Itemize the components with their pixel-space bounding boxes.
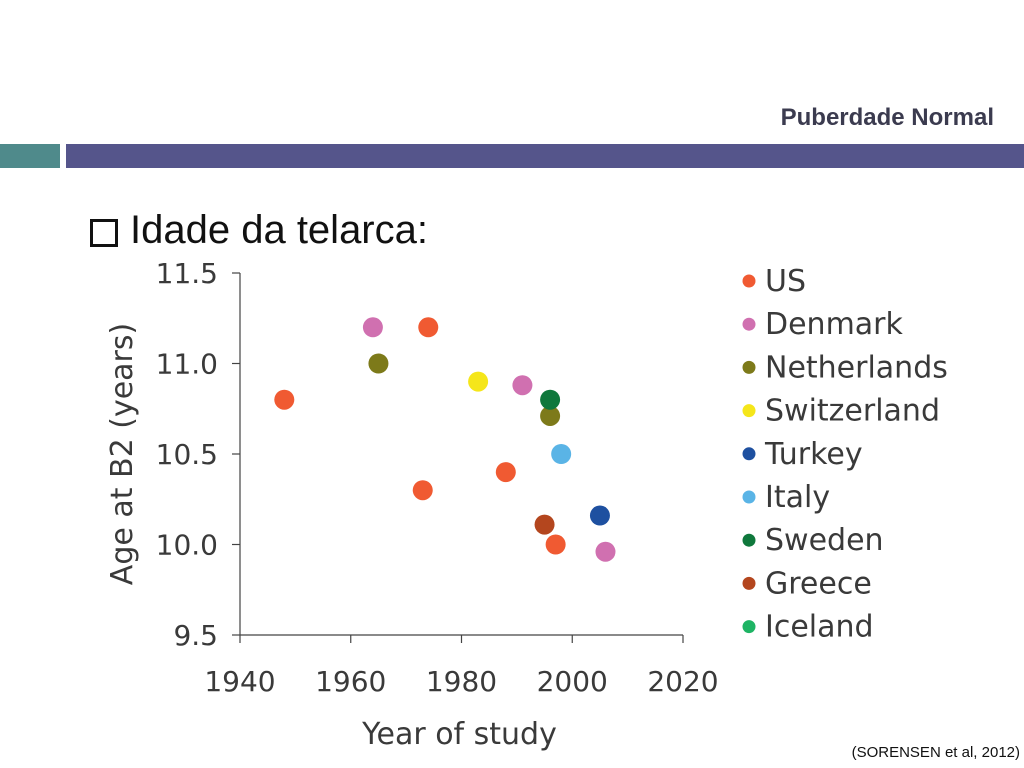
point-sweden [540,389,561,410]
legend-swatch-denmark [742,317,756,331]
chart-axes: 9.5 10.0 10.5 11.0 11.5 1940 1960 1980 2000 2020 Y… [105,257,719,752]
y-tick-label: 11.0 [156,348,218,381]
bullet-text: Idade da telarca: [130,208,428,252]
header-bar-accent [0,144,60,168]
legend-label-sweden: Sweden [765,523,884,558]
legend-label-iceland: Iceland [765,610,874,645]
chart-legend: US Denmark Netherlands Switzerland Turkey Ita… [742,264,948,645]
legend-swatch-iceland [742,620,756,634]
chart-marks [274,317,616,562]
slide-title: Puberdade Normal [780,104,994,131]
point-greece [534,514,555,535]
y-tick-label: 9.5 [173,619,218,652]
point-netherlands [540,405,561,426]
checkbox-bullet-icon [90,218,118,247]
bullet-item: Idade da telarca: [90,208,428,253]
legend-label-greece: Greece [765,566,872,601]
y-axis-label: Age at B2 (years) [105,323,140,585]
legend-swatch-italy [742,490,756,504]
legend-swatch-sweden [742,533,756,547]
point-netherlands [368,353,389,374]
point-us [412,480,433,501]
point-italy [551,444,572,464]
point-us [495,462,516,483]
x-tick-label: 1960 [315,665,386,698]
x-tick-label: 2020 [647,665,718,698]
citation: (SORENSEN et al, 2012) [851,744,1020,761]
y-tick-label: 10.5 [156,438,218,471]
legend-swatch-netherlands [742,360,756,374]
x-tick-label: 2000 [537,665,608,698]
legend-swatch-switzerland [742,404,756,418]
legend-label-switzerland: Switzerland [765,394,940,429]
point-turkey [589,505,610,526]
point-denmark [512,375,533,396]
point-us [545,534,566,555]
x-axis-label: Year of study [361,717,557,752]
legend-label-denmark: Denmark [765,307,904,342]
legend-label-turkey: Turkey [764,437,863,472]
point-us [418,317,439,338]
y-tick-label: 10.0 [156,529,218,562]
legend-label-netherlands: Netherlands [765,350,948,385]
x-tick-label: 1980 [426,665,497,698]
legend-label-italy: Italy [765,480,830,515]
legend-label-us: US [765,264,806,299]
point-denmark [595,541,616,562]
x-tick-label: 1940 [204,665,275,698]
point-us [274,389,295,410]
point-switzerland [468,371,489,392]
header-bar [66,144,1024,168]
legend-swatch-turkey [742,447,756,461]
y-tick-label: 11.5 [156,257,218,290]
legend-swatch-us [742,274,756,288]
point-denmark [362,317,383,338]
legend-swatch-greece [742,576,756,590]
